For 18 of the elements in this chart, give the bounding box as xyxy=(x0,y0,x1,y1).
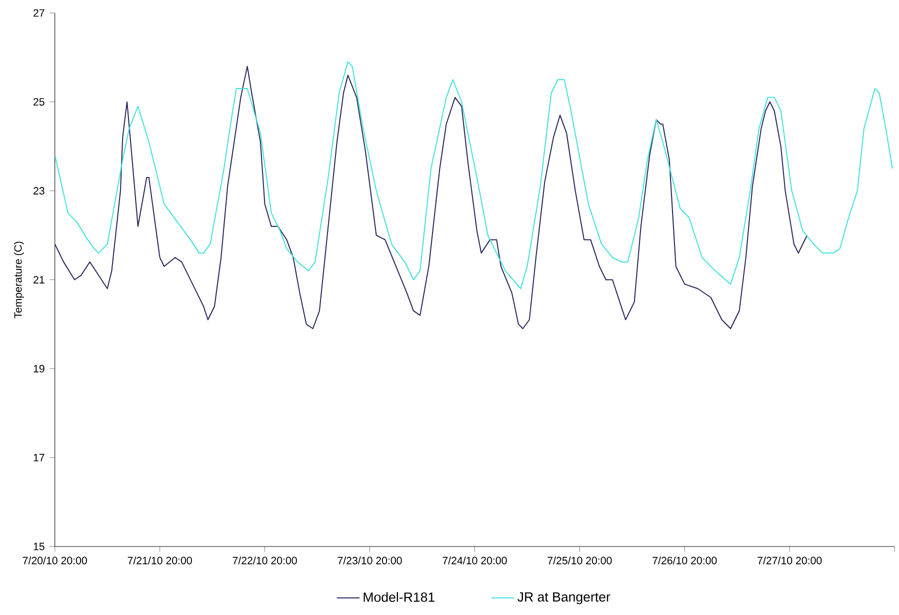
x-tick-label: 7/27/10 20:00 xyxy=(758,556,822,564)
y-tick-label: 23 xyxy=(34,186,44,194)
y-tick-label: 19 xyxy=(34,364,44,372)
x-tick-label: 7/25/10 20:00 xyxy=(548,556,612,564)
x-tick-label: 7/23/10 20:00 xyxy=(338,556,402,564)
y-tick-label: 21 xyxy=(34,276,44,284)
y-axis-title: Temperature (C) xyxy=(14,242,24,318)
x-tick-label: 7/24/10 20:00 xyxy=(442,556,507,564)
x-tick-label: 7/26/10 20:00 xyxy=(652,556,717,564)
y-tick-label: 15 xyxy=(34,542,44,550)
x-tick-label: 7/22/10 20:00 xyxy=(232,556,297,564)
y-tick-label: 17 xyxy=(34,454,44,462)
legend-label: JR at Bangerter xyxy=(518,592,610,604)
legend-label: Model-R181 xyxy=(364,592,434,602)
x-tick-label: 7/21/10 20:00 xyxy=(128,556,192,564)
y-tick-label: 27 xyxy=(34,9,44,17)
x-tick-label: 7/20/10 20:00 xyxy=(22,556,87,564)
y-tick-label: 25 xyxy=(34,98,44,106)
